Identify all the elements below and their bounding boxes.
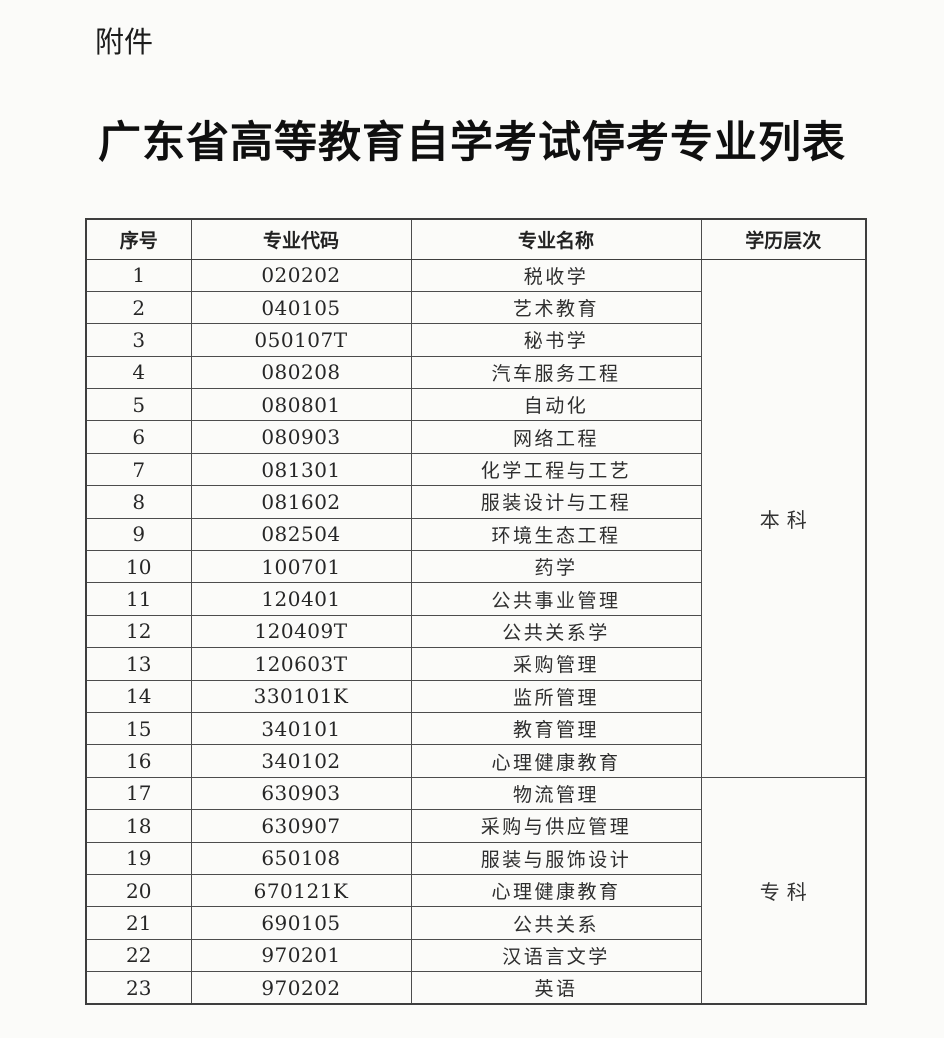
cell-name: 自动化	[410, 388, 702, 422]
cell-code: 340101	[190, 711, 412, 746]
cell-name: 心理健康教育	[410, 873, 702, 908]
cell-code: 081602	[190, 485, 412, 519]
cell-no: 11	[85, 582, 192, 616]
cell-code: 080801	[190, 388, 412, 422]
cell-no: 13	[85, 647, 192, 681]
cell-no: 12	[85, 614, 192, 649]
cell-no: 19	[85, 841, 192, 875]
table-row: 2 040105 艺术教育	[85, 290, 866, 325]
cell-name: 汉语言文学	[410, 938, 702, 973]
attachment-label: 附件	[95, 25, 154, 59]
cell-code: 690105	[190, 906, 412, 940]
cell-no: 9	[85, 517, 192, 552]
cell-name: 心理健康教育	[410, 744, 702, 778]
table-row: 23 970202 英语	[85, 971, 866, 1005]
cell-name: 服装与服饰设计	[410, 841, 702, 875]
cell-no: 22	[85, 938, 192, 973]
table-row: 5 080801 自动化	[85, 388, 866, 422]
cell-no: 16	[85, 744, 192, 778]
cell-name: 监所管理	[410, 679, 702, 713]
table-row: 9 082504 环境生态工程	[85, 517, 866, 552]
cell-code: 082504	[190, 517, 412, 552]
table-row: 21 690105 公共关系	[85, 906, 866, 940]
cell-no: 3	[85, 323, 192, 357]
cell-name: 采购与供应管理	[410, 809, 702, 843]
cell-no: 23	[85, 971, 192, 1005]
cell-no: 5	[85, 388, 192, 422]
cell-name: 英语	[410, 971, 702, 1005]
cell-name: 采购管理	[410, 647, 702, 681]
table-body: 1 020202 税收学 本科 2 040105 艺术教育 3 050107T 秘书学 4 08020…	[85, 258, 867, 1005]
cell-name: 秘书学	[410, 323, 702, 357]
cell-code: 080903	[190, 420, 412, 454]
cell-name: 税收学	[410, 258, 702, 292]
cell-code: 670121K	[190, 873, 412, 908]
header-code: 专业代码	[190, 218, 412, 260]
table-row: 8 081602 服装设计与工程	[85, 485, 866, 519]
cell-name: 服装设计与工程	[410, 485, 702, 519]
table-row: 4 080208 汽车服务工程	[85, 355, 866, 390]
cell-code: 120401	[190, 582, 412, 616]
table-row: 19 650108 服装与服饰设计	[85, 841, 866, 875]
cell-name: 网络工程	[410, 420, 702, 454]
document-title: 广东省高等教育自学考试停考专业列表	[98, 118, 846, 168]
cell-name: 公共关系学	[410, 614, 702, 649]
cell-name: 物流管理	[410, 776, 702, 811]
cell-name: 环境生态工程	[410, 517, 702, 552]
cell-name: 化学工程与工艺	[410, 452, 702, 487]
cell-code: 080208	[190, 355, 412, 390]
cell-no: 8	[85, 485, 192, 519]
table-row: 13 120603T 采购管理	[85, 647, 866, 681]
header-no: 序号	[85, 218, 192, 260]
cell-no: 18	[85, 809, 192, 843]
cell-code: 081301	[190, 452, 412, 487]
cell-name: 汽车服务工程	[410, 355, 702, 390]
cell-name: 药学	[410, 550, 702, 584]
table-row: 15 340101 教育管理	[85, 711, 866, 746]
header-name: 专业名称	[410, 218, 702, 260]
table-row: 1 020202 税收学 本科	[85, 258, 867, 778]
cell-no: 15	[85, 711, 192, 746]
table-row: 12 120409T 公共关系学	[85, 614, 866, 649]
cell-name: 艺术教育	[410, 290, 702, 325]
table-row: 22 970201 汉语言文学	[85, 938, 866, 973]
cell-level: 本科	[700, 258, 867, 778]
table-row: 11 120401 公共事业管理	[85, 582, 866, 616]
cell-code: 970202	[190, 971, 412, 1005]
cell-no: 17	[85, 776, 192, 811]
cell-code: 330101K	[190, 679, 412, 713]
table-row: 18 630907 采购与供应管理	[85, 809, 866, 843]
cell-code: 650108	[190, 841, 412, 875]
cell-code: 120409T	[190, 614, 412, 649]
header-level: 学历层次	[700, 218, 867, 260]
cell-name: 教育管理	[410, 711, 702, 746]
header-row: 序号 专业代码 专业名称 学历层次	[85, 218, 867, 260]
cell-name: 公共关系	[410, 906, 702, 940]
cell-no: 4	[85, 355, 192, 390]
cell-code: 050107T	[190, 323, 412, 357]
cell-no: 1	[85, 258, 192, 292]
cell-code: 020202	[190, 258, 412, 292]
cell-code: 040105	[190, 290, 412, 325]
cell-code: 100701	[190, 550, 412, 584]
table-row: 20 670121K 心理健康教育	[85, 873, 866, 908]
cell-no: 2	[85, 290, 192, 325]
cell-no: 14	[85, 679, 192, 713]
cell-no: 21	[85, 906, 192, 940]
suspended-majors-table: 序号 专业代码 专业名称 学历层次 1 020202 税收学 本科 2 040105 艺术教…	[85, 218, 867, 1005]
cell-code: 970201	[190, 938, 412, 973]
cell-no: 10	[85, 550, 192, 584]
cell-no: 6	[85, 420, 192, 454]
cell-no: 20	[85, 873, 192, 908]
cell-name: 公共事业管理	[410, 582, 702, 616]
table-row: 14 330101K 监所管理	[85, 679, 866, 713]
table-row: 17 630903 物流管理 专科	[85, 776, 867, 1005]
cell-code: 630907	[190, 809, 412, 843]
cell-code: 120603T	[190, 647, 412, 681]
cell-code: 630903	[190, 776, 412, 811]
cell-code: 340102	[190, 744, 412, 778]
cell-level: 专科	[700, 776, 867, 1005]
cell-no: 7	[85, 452, 192, 487]
